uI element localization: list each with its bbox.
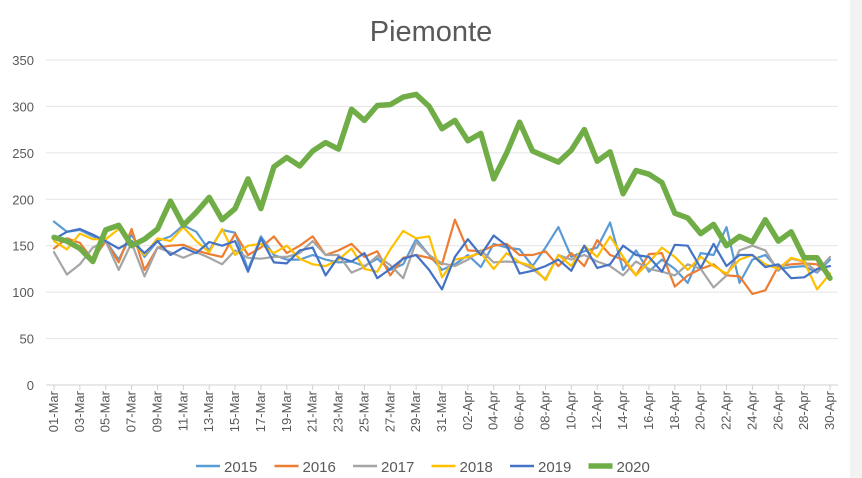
x-tick-label: 02-Apr <box>460 390 475 430</box>
x-tick-label: 13-Mar <box>201 390 216 432</box>
legend-label: 2019 <box>538 459 571 476</box>
x-tick-label: 05-Mar <box>98 390 113 432</box>
x-tick-label: 07-Mar <box>124 390 139 432</box>
x-tick-label: 26-Apr <box>770 390 785 430</box>
x-tick-label: 25-Mar <box>356 390 371 432</box>
legend-label: 2020 <box>617 459 650 476</box>
legend-label: 2017 <box>381 459 414 476</box>
legend-label: 2016 <box>303 459 336 476</box>
x-tick-label: 04-Apr <box>486 390 501 430</box>
x-tick-label: 16-Apr <box>641 390 656 430</box>
x-tick-label: 28-Apr <box>796 390 811 430</box>
y-tick-label: 350 <box>12 53 34 68</box>
y-tick-label: 0 <box>27 378 34 393</box>
x-tick-label: 17-Mar <box>253 390 268 432</box>
series-line-2019 <box>52 227 832 291</box>
x-tick-label: 20-Apr <box>693 390 708 430</box>
y-tick-label: 250 <box>12 146 34 161</box>
x-tick-label: 15-Mar <box>227 390 242 432</box>
x-tick-label: 23-Mar <box>331 390 346 432</box>
legend-label: 2015 <box>224 459 257 476</box>
legend-label: 2018 <box>460 459 493 476</box>
y-tick-label: 150 <box>12 239 34 254</box>
x-tick-label: 21-Mar <box>305 390 320 432</box>
y-tick-label: 100 <box>12 285 34 300</box>
x-tick-label: 09-Mar <box>149 390 164 432</box>
x-tick-label: 03-Mar <box>72 390 87 432</box>
x-tick-label: 27-Mar <box>382 390 397 432</box>
series-line-2016 <box>52 218 832 296</box>
x-tick-label: 19-Mar <box>279 390 294 432</box>
x-tick-label: 08-Apr <box>537 390 552 430</box>
x-tick-label: 12-Apr <box>589 390 604 430</box>
x-tick-label: 18-Apr <box>667 390 682 430</box>
x-tick-label: 24-Apr <box>744 390 759 430</box>
x-tick-label: 01-Mar <box>46 390 61 432</box>
x-tick-label: 10-Apr <box>563 390 578 430</box>
x-tick-label: 06-Apr <box>512 390 527 430</box>
scrollbar-strip <box>850 0 862 478</box>
x-tick-label: 22-Apr <box>719 390 734 430</box>
y-tick-label: 50 <box>20 332 34 347</box>
x-tick-label: 29-Mar <box>408 390 423 432</box>
chart-title: Piemonte <box>370 16 493 48</box>
x-tick-label: 11-Mar <box>175 390 190 431</box>
y-tick-label: 300 <box>12 99 34 114</box>
y-tick-label: 200 <box>12 192 34 207</box>
x-tick-label: 31-Mar <box>434 390 449 432</box>
x-tick-label: 30-Apr <box>822 390 837 430</box>
series-line-2020 <box>51 91 833 281</box>
x-tick-label: 14-Apr <box>615 390 630 430</box>
